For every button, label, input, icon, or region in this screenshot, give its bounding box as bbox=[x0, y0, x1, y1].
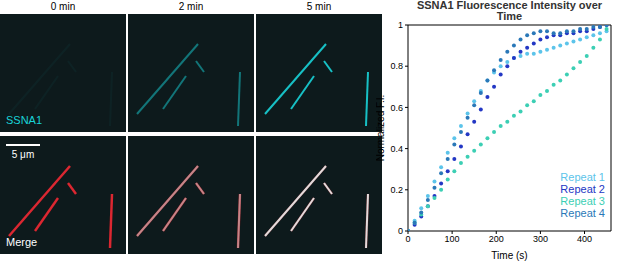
svg-text:2 min: 2 min bbox=[179, 1, 203, 12]
svg-text:0: 0 bbox=[405, 234, 410, 244]
html-text:SSNA1 Fluorescence Intensity o: SSNA1 Fluorescence Intensity over Time bbox=[416, 0, 603, 22]
svg-text:0.4: 0.4 bbox=[390, 144, 403, 154]
svg-text:Normalized F.I.: Normalized F.I. bbox=[376, 95, 386, 162]
html-text:Repeat 4: Repeat 4 bbox=[560, 207, 605, 219]
svg-text:200: 200 bbox=[489, 234, 504, 244]
svg-text:0.2: 0.2 bbox=[390, 185, 403, 195]
svg-text:0.6: 0.6 bbox=[390, 103, 403, 113]
svg-text:SSNA1: SSNA1 bbox=[6, 114, 42, 126]
svg-text:1: 1 bbox=[398, 20, 403, 30]
html-text:Repeat 2: Repeat 2 bbox=[560, 183, 605, 195]
svg-text:0.8: 0.8 bbox=[390, 61, 403, 71]
html-text:Repeat 1: Repeat 1 bbox=[560, 171, 605, 183]
svg-text:0: 0 bbox=[398, 226, 403, 236]
svg-text:400: 400 bbox=[577, 234, 592, 244]
html-text:Repeat 3: Repeat 3 bbox=[560, 195, 605, 207]
svg-text:Time (s): Time (s) bbox=[491, 250, 527, 261]
svg-text:100: 100 bbox=[445, 234, 460, 244]
svg-text:Merge: Merge bbox=[6, 236, 37, 248]
svg-text:5 μm: 5 μm bbox=[12, 149, 34, 160]
svg-text:300: 300 bbox=[533, 234, 548, 244]
svg-text:0 min: 0 min bbox=[51, 1, 75, 12]
svg-text:5 min: 5 min bbox=[307, 1, 331, 12]
